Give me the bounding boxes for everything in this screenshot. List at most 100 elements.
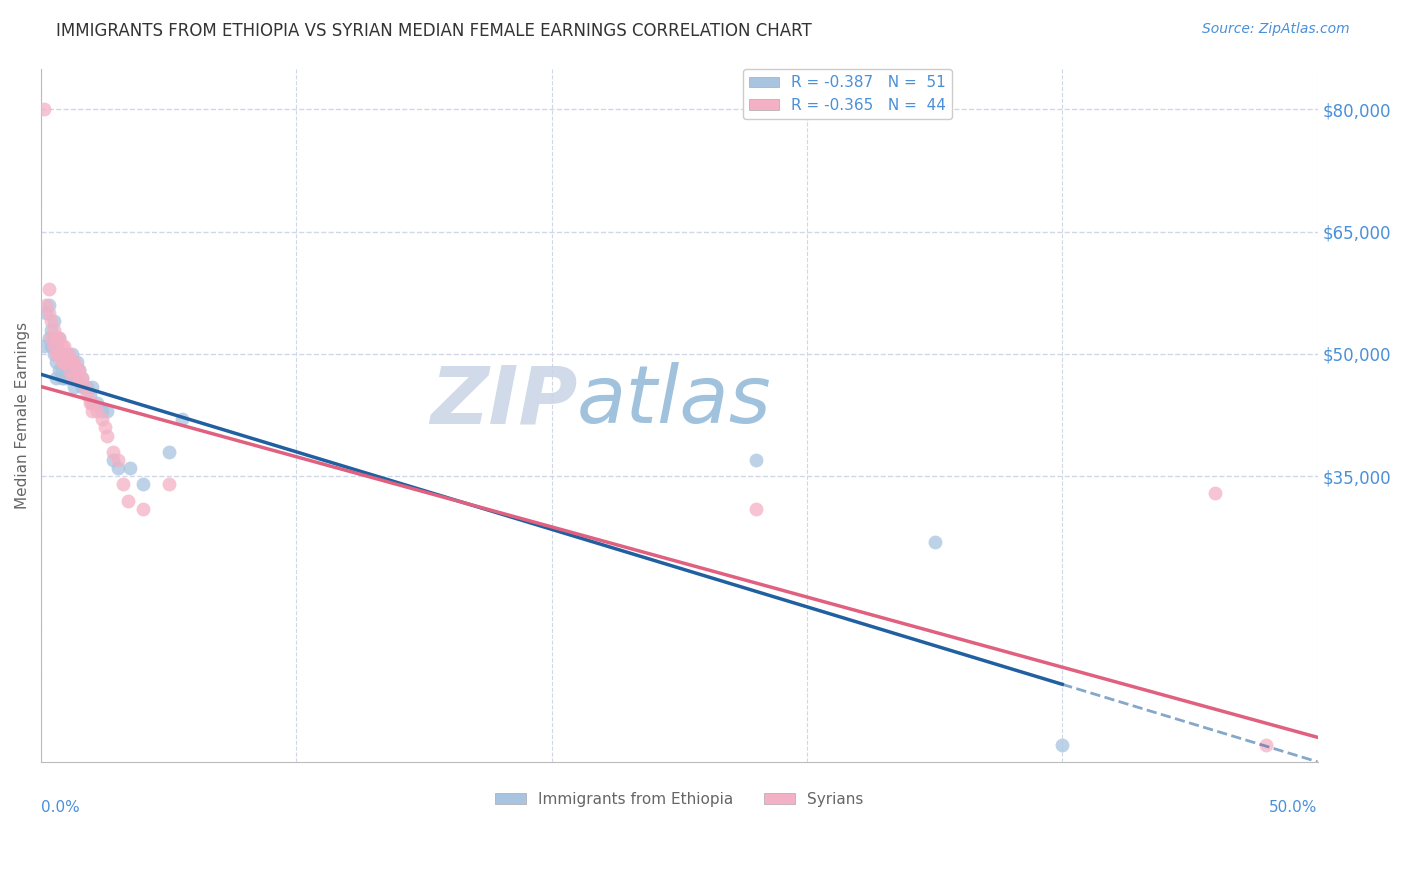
Point xyxy=(51,347,73,361)
Point xyxy=(35,298,58,312)
Point xyxy=(63,363,86,377)
Point xyxy=(101,445,124,459)
Point xyxy=(53,339,76,353)
Point xyxy=(82,379,104,393)
Point xyxy=(170,412,193,426)
Point xyxy=(67,371,90,385)
Point xyxy=(96,404,118,418)
Point xyxy=(73,379,96,393)
Point xyxy=(86,404,108,418)
Point xyxy=(66,371,89,385)
Point xyxy=(48,363,70,377)
Point xyxy=(48,347,70,361)
Point xyxy=(79,388,101,402)
Text: ZIP: ZIP xyxy=(430,362,578,441)
Point xyxy=(82,404,104,418)
Point xyxy=(1256,739,1278,753)
Point xyxy=(67,363,90,377)
Point xyxy=(51,339,73,353)
Point xyxy=(60,371,83,385)
Point xyxy=(32,103,55,117)
Point xyxy=(60,363,83,377)
Point xyxy=(101,453,124,467)
Point xyxy=(42,331,65,345)
Point xyxy=(58,371,80,385)
Point xyxy=(41,339,63,353)
Point xyxy=(924,534,946,549)
Point xyxy=(117,493,139,508)
Point xyxy=(48,331,70,345)
Point xyxy=(48,347,70,361)
Point xyxy=(60,347,83,361)
Point xyxy=(132,502,155,516)
Point xyxy=(35,306,58,320)
Point xyxy=(38,331,60,345)
Point xyxy=(32,339,55,353)
Point xyxy=(67,363,90,377)
Point xyxy=(96,428,118,442)
Point xyxy=(157,477,180,491)
Point xyxy=(41,322,63,336)
Point xyxy=(76,388,98,402)
Point xyxy=(51,371,73,385)
Point xyxy=(79,396,101,410)
Text: 50.0%: 50.0% xyxy=(1270,800,1317,815)
Point xyxy=(60,355,83,369)
Point xyxy=(70,379,93,393)
Point xyxy=(58,355,80,369)
Point xyxy=(48,331,70,345)
Point xyxy=(53,355,76,369)
Text: atlas: atlas xyxy=(578,362,772,441)
Point xyxy=(91,404,114,418)
Legend: Immigrants from Ethiopia, Syrians: Immigrants from Ethiopia, Syrians xyxy=(489,786,869,814)
Point xyxy=(45,331,67,345)
Point xyxy=(53,371,76,385)
Point xyxy=(111,477,134,491)
Text: Source: ZipAtlas.com: Source: ZipAtlas.com xyxy=(1202,22,1350,37)
Point xyxy=(55,347,77,361)
Point xyxy=(42,314,65,328)
Point xyxy=(55,363,77,377)
Point xyxy=(132,477,155,491)
Point xyxy=(91,412,114,426)
Point xyxy=(42,322,65,336)
Point xyxy=(42,347,65,361)
Point xyxy=(66,363,89,377)
Point xyxy=(745,453,768,467)
Point xyxy=(45,347,67,361)
Point xyxy=(94,420,117,434)
Point xyxy=(38,306,60,320)
Text: 0.0%: 0.0% xyxy=(41,800,80,815)
Point xyxy=(55,371,77,385)
Point xyxy=(45,339,67,353)
Point xyxy=(70,371,93,385)
Point xyxy=(82,396,104,410)
Y-axis label: Median Female Earnings: Median Female Earnings xyxy=(15,322,30,508)
Point xyxy=(41,331,63,345)
Point xyxy=(63,355,86,369)
Point xyxy=(53,355,76,369)
Point xyxy=(76,379,98,393)
Point xyxy=(745,502,768,516)
Point xyxy=(38,298,60,312)
Point xyxy=(107,453,129,467)
Point xyxy=(58,363,80,377)
Point xyxy=(51,355,73,369)
Point xyxy=(38,282,60,296)
Point xyxy=(82,396,104,410)
Point xyxy=(70,371,93,385)
Point xyxy=(1204,485,1226,500)
Text: IMMIGRANTS FROM ETHIOPIA VS SYRIAN MEDIAN FEMALE EARNINGS CORRELATION CHART: IMMIGRANTS FROM ETHIOPIA VS SYRIAN MEDIA… xyxy=(56,22,813,40)
Point xyxy=(42,339,65,353)
Point xyxy=(73,379,96,393)
Point xyxy=(58,347,80,361)
Point xyxy=(63,379,86,393)
Point xyxy=(66,355,89,369)
Point xyxy=(51,363,73,377)
Point xyxy=(107,461,129,475)
Point xyxy=(55,347,77,361)
Point xyxy=(45,371,67,385)
Point xyxy=(157,445,180,459)
Point xyxy=(120,461,142,475)
Point xyxy=(41,314,63,328)
